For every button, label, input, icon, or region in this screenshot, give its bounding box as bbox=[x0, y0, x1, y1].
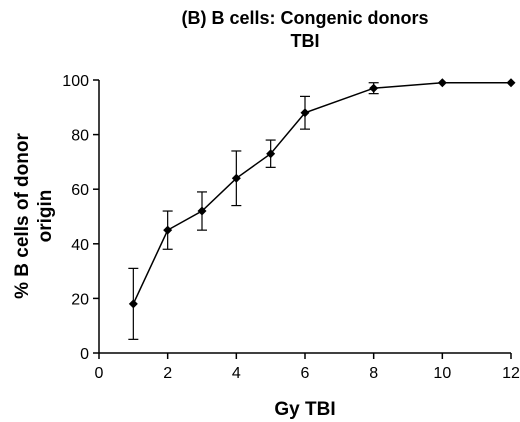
data-point bbox=[506, 78, 516, 88]
x-tick-label: 0 bbox=[95, 365, 104, 382]
axes bbox=[98, 80, 511, 354]
data-point bbox=[266, 149, 276, 159]
x-tick-label: 8 bbox=[369, 365, 378, 382]
y-tick-label: 0 bbox=[80, 346, 89, 363]
x-axis-title: Gy TBI bbox=[274, 399, 335, 420]
y-tick-label: 60 bbox=[71, 182, 89, 199]
chart-title: (B) B cells: Congenic donors bbox=[181, 8, 428, 28]
x-tick-label: 10 bbox=[433, 365, 451, 382]
data-point bbox=[197, 206, 207, 216]
y-ticks: 0 20 40 60 80 100 bbox=[62, 73, 99, 363]
data-point bbox=[163, 225, 173, 235]
y-axis-title: % B cells of donor origin bbox=[12, 133, 56, 299]
markers bbox=[128, 78, 516, 309]
y-tick-label: 20 bbox=[71, 291, 89, 308]
x-tick-label: 4 bbox=[232, 365, 241, 382]
y-tick-label: 40 bbox=[71, 237, 89, 254]
x-tick-label: 12 bbox=[502, 365, 520, 382]
error-bars bbox=[128, 82, 379, 340]
y-tick-label: 80 bbox=[71, 128, 89, 145]
x-tick-label: 2 bbox=[163, 365, 172, 382]
series-line bbox=[132, 81, 511, 305]
data-point bbox=[128, 299, 138, 309]
y-axis-title-line-2: origin bbox=[35, 190, 56, 243]
x-tick-label: 6 bbox=[301, 365, 310, 382]
data-point bbox=[231, 173, 241, 183]
y-axis-title-line-1: % B cells of donor bbox=[12, 133, 33, 299]
data-point bbox=[300, 108, 310, 118]
series-lines bbox=[132, 81, 511, 305]
data-point bbox=[369, 83, 379, 93]
y-tick-label: 100 bbox=[62, 73, 89, 90]
chart-subtitle: TBI bbox=[291, 31, 320, 51]
x-ticks: 0 2 4 6 8 10 12 bbox=[95, 353, 520, 382]
data-point bbox=[437, 78, 447, 88]
